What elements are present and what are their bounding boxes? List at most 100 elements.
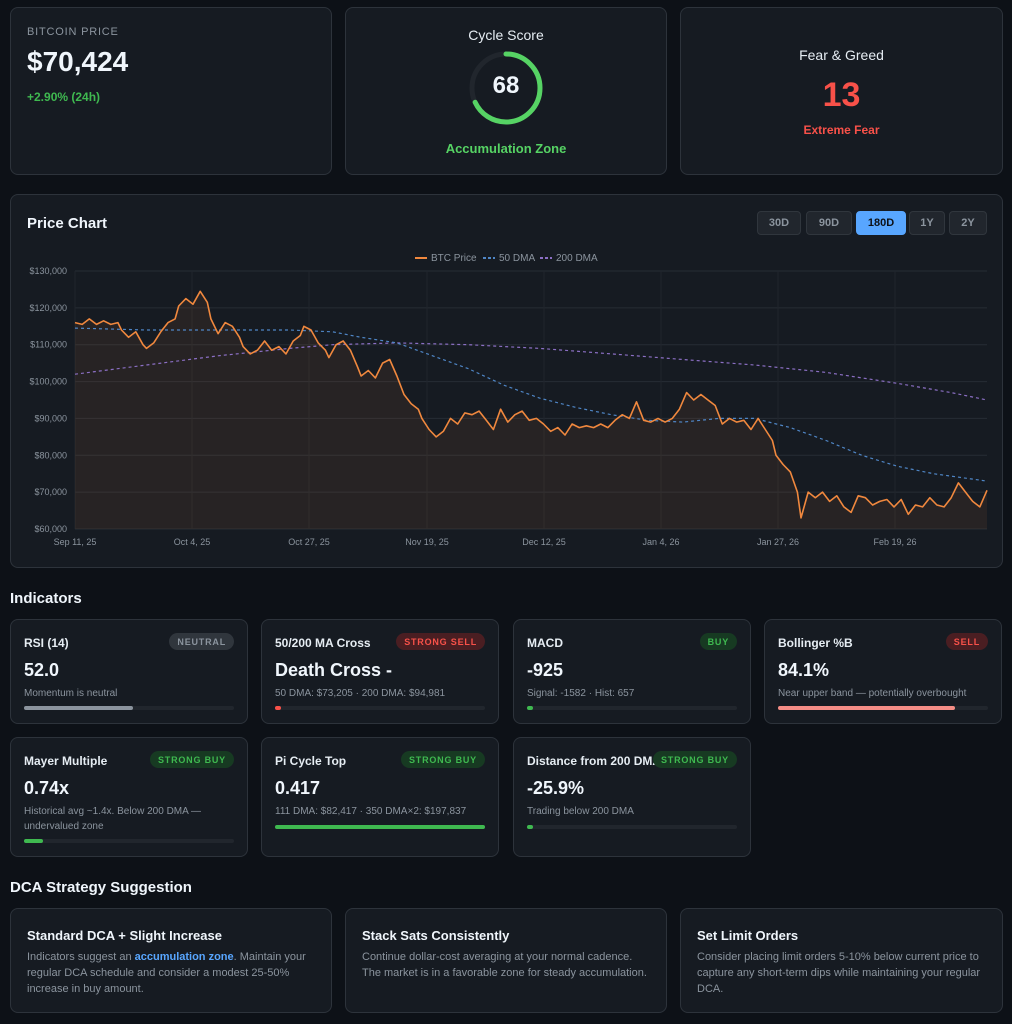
indicator-bar-fill xyxy=(527,706,534,710)
y-tick-label: $130,000 xyxy=(29,266,67,276)
cycle-score-title: Cycle Score xyxy=(468,27,544,43)
y-tick-label: $80,000 xyxy=(34,450,67,460)
indicator-bar-fill xyxy=(275,825,485,829)
indicator-bar xyxy=(275,706,485,710)
x-tick-label: Dec 12, 25 xyxy=(522,537,566,547)
dma50-line xyxy=(74,327,988,482)
dca-card-title: Stack Sats Consistently xyxy=(362,928,510,943)
indicator-value: -925 xyxy=(527,660,564,680)
indicator-name: Pi Cycle Top xyxy=(275,754,347,768)
signal-badge: STRONG BUY xyxy=(149,751,234,768)
dca-text-after: . Maintain your regular DCA schedule and… xyxy=(27,951,306,995)
fear-greed-title: Fear & Greed xyxy=(799,47,884,63)
indicators-title: Indicators xyxy=(10,590,82,607)
indicator-description: Near upper band — potentially overbought xyxy=(778,688,967,699)
indicator-value: 84.1% xyxy=(778,660,830,680)
dca-card-standard: Standard DCA + Slight Increase Indicator… xyxy=(10,908,332,1013)
signal-badge: BUY xyxy=(699,633,737,650)
fear-greed-card: Fear & Greed 13 Extreme Fear xyxy=(680,7,1003,175)
dca-card-text: Indicators suggest an accumulation zone.… xyxy=(27,949,315,997)
indicator-description: Trading below 200 DMA xyxy=(527,806,634,817)
indicator-bar xyxy=(778,706,988,710)
dca-title: DCA Strategy Suggestion xyxy=(10,879,192,896)
indicator-value: Death Cross - xyxy=(275,660,393,680)
indicator-value: 0.417 xyxy=(275,778,321,798)
indicator-description: 111 DMA: $82,417 · 350 DMA×2: $197,837 xyxy=(275,806,467,817)
price-change-24h: +2.90% (24h) xyxy=(27,90,101,104)
x-tick-label: Oct 27, 25 xyxy=(288,537,330,547)
indicator-value: 52.0 xyxy=(24,660,60,680)
y-tick-label: $110,000 xyxy=(30,340,67,350)
fear-greed-label: Extreme Fear xyxy=(803,123,880,137)
signal-badge: SELL xyxy=(945,633,988,650)
signal-badge: STRONG SELL xyxy=(396,633,485,650)
bitcoin-price-value: $70,424 xyxy=(27,46,129,77)
cycle-score-gauge: 68 xyxy=(468,50,544,126)
dca-text-before: Indicators suggest an xyxy=(27,951,135,963)
indicator-bar-fill xyxy=(275,706,282,710)
dma200-line xyxy=(74,342,988,401)
indicator-bar xyxy=(275,825,485,829)
indicator-bar-fill xyxy=(24,706,134,710)
y-tick-label: $70,000 xyxy=(34,487,67,497)
legend-label: 50 DMA xyxy=(499,253,535,264)
y-tick-label: $90,000 xyxy=(34,413,67,423)
indicator-name: 50/200 MA Cross xyxy=(275,636,371,650)
x-tick-label: Feb 19, 26 xyxy=(873,537,916,547)
dca-card-stack-sats: Stack Sats Consistently Continue dollar-… xyxy=(345,908,667,1013)
range-30d-button[interactable]: 30D xyxy=(757,211,801,235)
indicator-bar-fill xyxy=(527,825,534,829)
indicator-name: RSI (14) xyxy=(24,636,69,650)
price-chart-card: $130,000 $120,000 $110,000 $100,000 $90,000 $… xyxy=(10,194,1003,568)
indicator-card: RSI (14) NEUTRAL 52.0 Momentum is neutral xyxy=(10,619,248,724)
indicator-bar xyxy=(24,706,234,710)
indicator-bar-fill xyxy=(24,839,43,843)
legend-label: BTC Price xyxy=(431,253,477,264)
y-tick-label: $120,000 xyxy=(29,303,67,313)
btc-price-line xyxy=(74,290,988,519)
dca-card-text: Consider placing limit orders 5-10% belo… xyxy=(697,951,981,995)
dca-card-text: Continue dollar-cost averaging at your n… xyxy=(362,951,647,979)
indicator-name: Bollinger %B xyxy=(778,636,853,650)
fear-greed-value: 13 xyxy=(822,76,861,114)
indicator-card: Distance from 200 DMA STRONG BUY -25.9% Tra… xyxy=(513,737,751,857)
chart-title: Price Chart xyxy=(27,215,108,232)
indicator-card: Bollinger %B SELL 84.1% Near upper band — p… xyxy=(764,619,1002,724)
cycle-score-card: Cycle Score 68 Accumulation Zone xyxy=(345,7,667,175)
indicator-description: Historical avg ~1.4x. Below 200 DMA — un… xyxy=(24,806,202,832)
dca-card-title: Set Limit Orders xyxy=(697,928,799,943)
indicator-card: Pi Cycle Top STRONG BUY 0.417 111 DMA: $82,… xyxy=(261,737,499,857)
x-tick-label: Sep 11, 25 xyxy=(54,537,97,547)
signal-badge: NEUTRAL xyxy=(169,633,234,650)
signal-badge: STRONG BUY xyxy=(400,751,485,768)
x-tick-label: Nov 19, 25 xyxy=(405,537,449,547)
indicator-bar-fill xyxy=(778,706,955,710)
cycle-zone-label: Accumulation Zone xyxy=(445,141,567,156)
range-90d-button[interactable]: 90D xyxy=(806,211,852,235)
btc-price-area xyxy=(75,291,987,529)
bitcoin-price-label: BITCOIN PRICE xyxy=(27,26,119,38)
signal-badge: STRONG BUY xyxy=(652,751,737,768)
range-2y-button[interactable]: 2Y xyxy=(949,211,987,235)
indicator-card: MACD BUY -925 Signal: -1582 · Hist: 657 xyxy=(513,619,751,724)
accumulation-zone-highlight: accumulation zone xyxy=(134,951,234,963)
y-tick-label: $100,000 xyxy=(29,377,67,387)
range-1y-button[interactable]: 1Y xyxy=(909,211,945,235)
indicator-description: Signal: -1582 · Hist: 657 xyxy=(527,688,635,699)
indicator-bar xyxy=(527,706,737,710)
indicator-value: -25.9% xyxy=(527,778,585,798)
y-tick-label: $60,000 xyxy=(34,524,67,534)
dca-card-limit-orders: Set Limit Orders Consider placing limit … xyxy=(680,908,1003,1013)
x-tick-label: Jan 4, 26 xyxy=(642,537,679,547)
indicator-name: Mayer Multiple xyxy=(24,754,108,768)
cycle-score-value: 68 xyxy=(492,72,520,99)
indicator-description: Momentum is neutral xyxy=(24,688,118,699)
price-chart: $130,000 $120,000 $110,000 $100,000 $90,000 $… xyxy=(29,253,988,547)
indicator-name: Distance from 200 DMA xyxy=(527,754,662,768)
range-180d-button[interactable]: 180D xyxy=(856,211,906,235)
x-tick-label: Jan 27, 26 xyxy=(757,537,799,547)
legend-label: 200 DMA xyxy=(556,253,598,264)
indicator-value: 0.74x xyxy=(24,778,70,798)
bitcoin-price-card: BITCOIN PRICE $70,424 +2.90% (24h) xyxy=(10,7,332,175)
dca-card-title: Standard DCA + Slight Increase xyxy=(27,928,222,943)
